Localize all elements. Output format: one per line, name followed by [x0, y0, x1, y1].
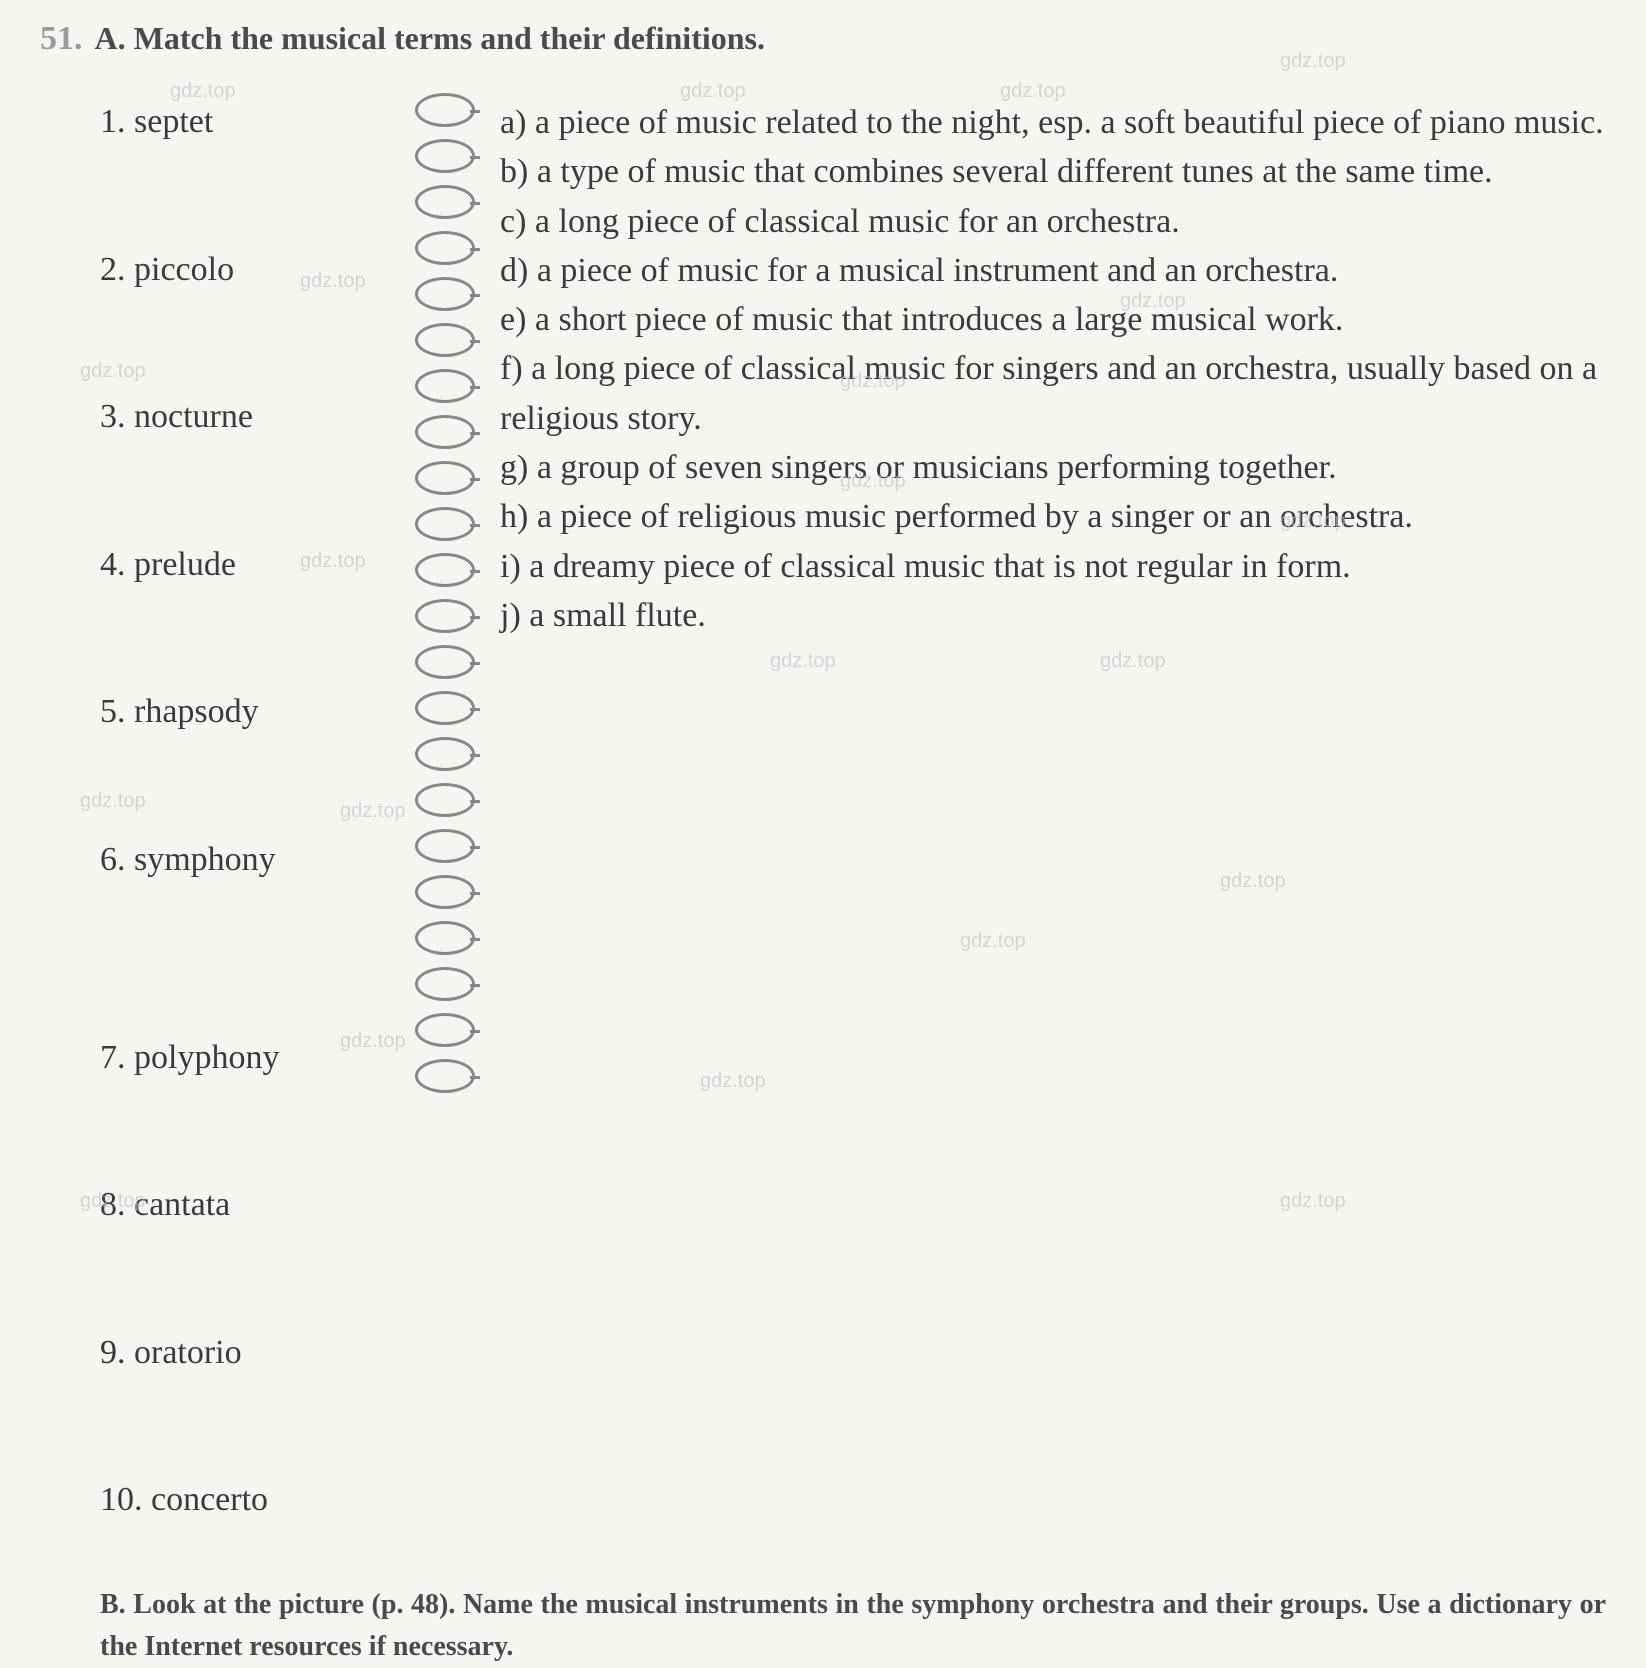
term-item: 2. piccolo — [100, 246, 400, 294]
matching-container: 1. septet 2. piccolo 3. nocturne 4. prelude… — [40, 88, 1606, 1524]
spiral-ring-icon — [415, 645, 475, 679]
term-item: 4. prelude — [100, 541, 400, 589]
definition-item: i) a dreamy piece of classical music tha… — [500, 542, 1606, 591]
term-item: 1. septet — [100, 98, 400, 146]
definition-item: c) a long piece of classical music for a… — [500, 197, 1606, 246]
spiral-ring-icon — [415, 599, 475, 633]
spiral-ring-icon — [415, 691, 475, 725]
spiral-ring-icon — [415, 461, 475, 495]
spiral-ring-icon — [415, 1013, 475, 1047]
definition-item: g) a group of seven singers or musicians… — [500, 443, 1606, 492]
definition-item: a) a piece of music related to the night… — [500, 98, 1606, 147]
exercise-number: 51. — [40, 20, 83, 58]
spiral-ring-icon — [415, 553, 475, 587]
spiral-ring-icon — [415, 277, 475, 311]
term-item: 10. concerto — [100, 1476, 400, 1524]
exercise-instruction: A. Match the musical terms and their def… — [95, 20, 765, 57]
part-b-label: B. — [100, 1589, 126, 1620]
definition-item: b) a type of music that combines several… — [500, 147, 1606, 196]
term-item: 5. rhapsody — [100, 688, 400, 736]
definition-item: j) a small flute. — [500, 591, 1606, 640]
spiral-ring-icon — [415, 967, 475, 1001]
part-a-label: A. — [95, 20, 126, 56]
spiral-ring-icon — [415, 415, 475, 449]
spiral-ring-icon — [415, 1059, 475, 1093]
term-item: 8. cantata — [100, 1181, 400, 1229]
spiral-ring-icon — [415, 829, 475, 863]
spiral-ring-icon — [415, 875, 475, 909]
term-item: 3. nocturne — [100, 393, 400, 441]
spiral-ring-icon — [415, 323, 475, 357]
part-a-text: Match the musical terms and their defini… — [134, 20, 765, 56]
definition-item: d) a piece of music for a musical instru… — [500, 246, 1606, 295]
terms-column: 1. septet 2. piccolo 3. nocturne 4. prelude… — [100, 88, 400, 1524]
spiral-ring-icon — [415, 507, 475, 541]
part-b-text: Look at the picture (p. 48). Name the mu… — [100, 1589, 1606, 1662]
spiral-ring-icon — [415, 93, 475, 127]
spiral-binding — [400, 88, 490, 1524]
spiral-ring-icon — [415, 139, 475, 173]
term-item: 9. oratorio — [100, 1329, 400, 1377]
definition-item: h) a piece of religious music performed … — [500, 492, 1606, 541]
definitions-column: a) a piece of music related to the night… — [490, 88, 1606, 1524]
spiral-ring-icon — [415, 231, 475, 265]
spiral-ring-icon — [415, 737, 475, 771]
spiral-ring-icon — [415, 921, 475, 955]
spiral-ring-icon — [415, 369, 475, 403]
definition-item: e) a short piece of music that introduce… — [500, 295, 1606, 344]
spiral-ring-icon — [415, 185, 475, 219]
definition-item: f) a long piece of classical music for s… — [500, 344, 1606, 443]
term-item: 6. symphony — [100, 836, 400, 884]
spiral-ring-icon — [415, 783, 475, 817]
exercise-header: 51. A. Match the musical terms and their… — [40, 20, 1606, 58]
part-b-instruction: B. Look at the picture (p. 48). Name the… — [40, 1584, 1606, 1668]
term-item: 7. polyphony — [100, 1034, 400, 1082]
